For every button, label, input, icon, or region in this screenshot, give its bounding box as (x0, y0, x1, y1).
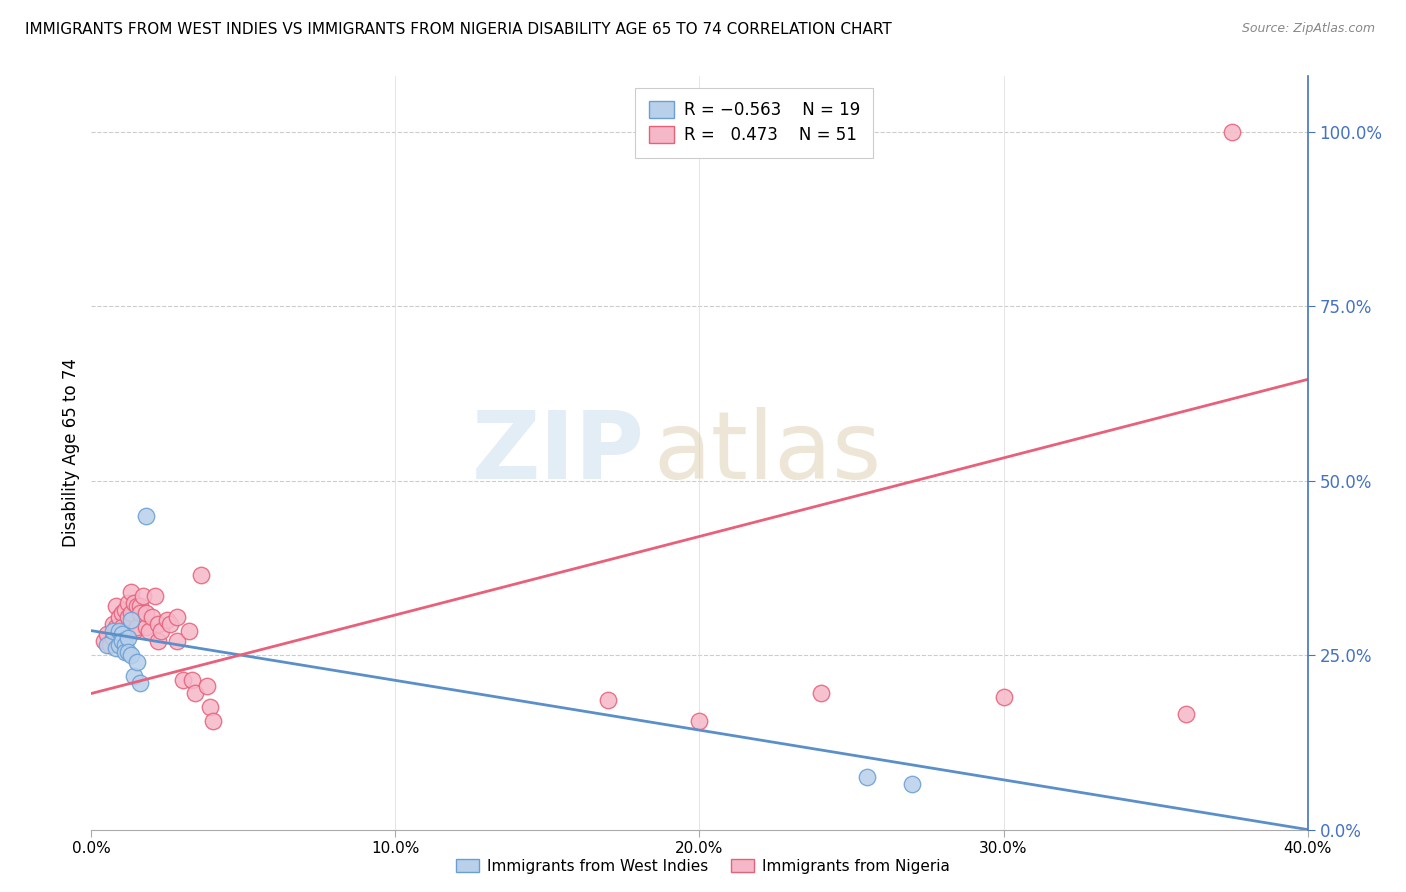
Text: IMMIGRANTS FROM WEST INDIES VS IMMIGRANTS FROM NIGERIA DISABILITY AGE 65 TO 74 C: IMMIGRANTS FROM WEST INDIES VS IMMIGRANT… (25, 22, 891, 37)
Point (111, 620, 134, 634)
Point (141, 609, 163, 624)
Point (159, 616, 181, 631)
Point (190, 567, 212, 582)
Point (96, 627, 118, 641)
Y-axis label: Disability Age 65 to 74: Disability Age 65 to 74 (62, 359, 80, 547)
Point (810, 686, 832, 700)
Point (107, 638, 129, 652)
Point (180, 673, 202, 687)
Point (114, 638, 136, 652)
Text: Source: ZipAtlas.com: Source: ZipAtlas.com (1241, 22, 1375, 36)
Point (117, 596, 139, 610)
Point (129, 599, 152, 614)
Point (166, 609, 188, 624)
Point (107, 631, 129, 645)
Point (1174, 707, 1197, 722)
Text: atlas: atlas (654, 407, 882, 499)
Point (120, 585, 142, 599)
Point (129, 606, 152, 620)
Point (150, 624, 173, 638)
Point (598, 693, 620, 707)
Point (125, 655, 148, 669)
Point (93, 634, 115, 648)
Point (202, 714, 225, 729)
Point (1220, 125, 1243, 139)
Point (117, 631, 139, 645)
Point (166, 634, 188, 648)
Point (148, 616, 170, 631)
Point (114, 644, 136, 658)
Point (111, 634, 134, 648)
Point (177, 624, 200, 638)
Point (120, 606, 142, 620)
Point (122, 624, 145, 638)
Point (104, 620, 127, 634)
Point (198, 700, 221, 714)
Point (138, 624, 160, 638)
Point (120, 648, 142, 662)
Point (107, 609, 129, 624)
Point (104, 599, 127, 614)
Point (101, 624, 124, 638)
Point (96, 638, 118, 652)
Point (143, 589, 166, 603)
Point (104, 641, 127, 656)
Point (122, 596, 145, 610)
Legend: Immigrants from West Indies, Immigrants from Nigeria: Immigrants from West Indies, Immigrants … (450, 853, 956, 880)
Point (135, 508, 157, 523)
Point (688, 714, 710, 729)
Point (120, 613, 142, 627)
Point (901, 777, 924, 791)
Point (993, 690, 1015, 704)
Point (114, 603, 136, 617)
Point (114, 624, 136, 638)
Point (195, 680, 218, 694)
Point (135, 606, 157, 620)
Point (117, 609, 139, 624)
Point (125, 620, 148, 634)
Point (107, 624, 129, 638)
Point (111, 606, 134, 620)
Point (117, 644, 139, 658)
Point (111, 627, 134, 641)
Point (122, 669, 145, 683)
Point (156, 613, 179, 627)
Point (855, 770, 877, 784)
Point (101, 631, 124, 645)
Text: ZIP: ZIP (472, 407, 645, 499)
Point (101, 616, 124, 631)
Point (135, 620, 157, 634)
Point (111, 634, 134, 648)
Point (125, 599, 148, 614)
Point (132, 589, 155, 603)
Legend: R = −0.563    N = 19, R =   0.473    N = 51: R = −0.563 N = 19, R = 0.473 N = 51 (636, 88, 873, 158)
Point (148, 634, 170, 648)
Point (129, 676, 152, 690)
Point (184, 686, 207, 700)
Point (98, 638, 121, 652)
Point (172, 673, 194, 687)
